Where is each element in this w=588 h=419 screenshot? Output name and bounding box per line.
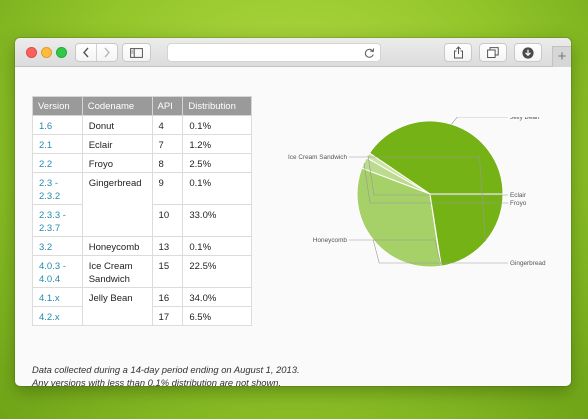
back-button[interactable] [76,44,96,61]
address-bar[interactable] [167,43,381,62]
pie-leader-line [363,162,508,204]
back-icon [83,47,89,58]
pie-label: Eclair [510,192,527,199]
version-link[interactable]: 4.1.x [32,287,83,307]
browser-window: + Version Codename API Distribution 1.6 … [15,38,571,386]
version-link[interactable]: 2.1 [32,134,83,154]
table-row: 1.6 Donut 4 0.1% [32,115,252,135]
downloads-button[interactable] [514,43,542,62]
version-link[interactable]: 2.3 - 2.3.2 [32,172,83,205]
maximize-window-button[interactable] [56,47,67,58]
distribution-cell: 1.2% [182,134,252,154]
api-cell: 4 [151,115,184,135]
api-cell: 13 [151,236,184,256]
pie-leader-line [367,155,508,196]
pie-label: Gingerbread [510,260,546,267]
pie-label: Jelly Bean [510,117,540,121]
pie-label: Froyo [510,200,527,207]
table-row: 4.1.x Jelly Bean 16 34.0% [32,287,252,326]
version-link[interactable]: 2.2 [32,153,83,173]
pie-slice-jelly-bean [368,120,504,195]
table-row: 4.0.3 - 4.0.4 Ice Cream Sandwich 15 22.5… [32,255,252,288]
codename-cell: Gingerbread [81,172,153,237]
pie-leader-line [349,239,442,267]
pie-leader-line [451,117,508,125]
browser-toolbar: + [15,38,571,67]
note-line-2: Any versions with less than 0.1% distrib… [32,377,282,386]
table-row: 4.2.x 17 6.5% [32,306,252,326]
table-row: 2.3 - 2.3.2 Gingerbread 9 0.1% [32,172,252,237]
table-row: 2.1 Eclair 7 1.2% [32,134,252,154]
table-row: 2.2 Froyo 8 2.5% [32,153,252,173]
codename-cell: Jelly Bean [81,287,153,326]
note-line-1: Data collected during a 14-day period en… [32,364,300,375]
version-link[interactable]: 4.2.x [32,306,83,326]
version-link[interactable]: 1.6 [32,115,83,135]
download-icon [522,46,534,59]
api-cell: 7 [151,134,184,154]
minimize-window-button[interactable] [41,47,52,58]
tabs-overview-button[interactable] [479,43,507,62]
tabs-icon [487,47,499,58]
pie-leader-line [349,156,486,242]
close-window-button[interactable] [26,47,37,58]
share-button[interactable] [444,43,472,62]
pie-label: Ice Cream Sandwich [288,154,347,161]
column-header-distribution: Distribution [182,96,252,116]
distribution-cell: 2.5% [182,153,252,173]
sidebar-button[interactable] [122,43,151,62]
codename-cell: Honeycomb [81,236,153,256]
distribution-cell: 22.5% [182,255,252,288]
codename-cell: Eclair [81,134,153,154]
codename-cell: Donut [81,115,153,135]
page-content: Version Codename API Distribution 1.6 Do… [15,67,571,386]
table-row: 3.2 Honeycomb 13 0.1% [32,236,252,256]
version-link[interactable]: 4.0.3 - 4.0.4 [32,255,83,288]
column-header-version: Version [32,96,83,116]
distribution-cell: 0.1% [182,236,252,256]
api-cell: 10 [151,204,184,237]
pie-leader-line [372,239,508,264]
new-tab-button[interactable]: + [552,46,571,67]
forward-icon [104,47,110,58]
distribution-cell: 34.0% [182,287,252,307]
data-collection-note: Data collected during a 14-day period en… [32,363,352,386]
distribution-cell: 33.0% [182,204,252,237]
version-link[interactable]: 2.3.3 - 2.3.7 [32,204,83,237]
reload-icon[interactable] [364,47,375,59]
share-icon [453,46,463,59]
sidebar-icon [130,47,143,58]
api-cell: 16 [151,287,184,307]
column-header-api: API [151,96,184,116]
pie-slice-ice-cream-sandwich [429,193,504,267]
distribution-cell: 6.5% [182,306,252,326]
navigation-buttons [75,43,118,62]
codename-cell: Ice Cream Sandwich [81,255,153,288]
version-distribution-table: Version Codename API Distribution 1.6 Do… [32,96,252,326]
table-row: 2.3.3 - 2.3.7 10 33.0% [32,204,252,237]
column-header-codename: Codename [81,96,153,116]
api-cell: 9 [151,172,184,205]
forward-button[interactable] [96,44,117,61]
api-cell: 8 [151,153,184,173]
distribution-cell: 0.1% [182,115,252,135]
codename-cell: Froyo [81,153,153,173]
distribution-cell: 0.1% [182,172,252,205]
table-header-row: Version Codename API Distribution [32,96,252,116]
api-cell: 17 [151,306,184,326]
api-cell: 15 [151,255,184,288]
pie-label: Honeycomb [313,237,348,244]
version-link[interactable]: 3.2 [32,236,83,256]
